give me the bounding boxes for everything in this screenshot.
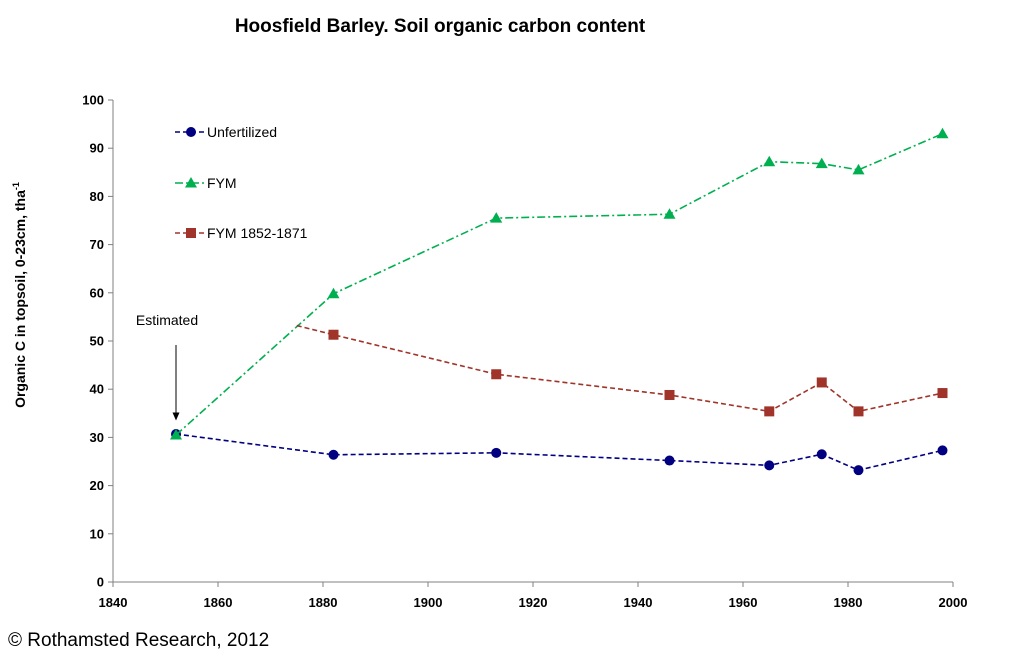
y-tick-label: 80 [90,189,104,204]
data-point-fym [170,428,182,440]
data-point-unfertilized [764,460,775,471]
x-tick-label: 1920 [519,595,548,610]
data-point-fym-1852-1871 [853,406,864,417]
y-tick-label: 90 [90,141,104,156]
y-tick-label: 20 [90,478,104,493]
copyright-text: © Rothamsted Research, 2012 [8,630,270,651]
series-line-fym [175,133,943,436]
data-point-fym-1852-1871 [764,406,775,417]
data-point-fym [327,287,340,299]
legend-marker-fym [185,177,197,188]
data-point-fym-1852-1871 [491,369,502,380]
data-point-unfertilized [664,455,675,466]
data-point-fym-1852-1871 [664,389,675,400]
y-tick-label: 10 [90,526,104,541]
series-line-fym-1852-1871 [296,324,943,413]
annotations: Estimated [136,312,198,421]
data-point-fym [815,157,828,169]
series-fym [170,127,949,440]
plot-area [170,127,949,476]
data-point-fym [936,127,949,139]
data-point-unfertilized [937,445,948,456]
series-line-unfertilized [175,433,943,472]
x-tick-label: 2000 [939,595,968,610]
y-tick-label: 40 [90,382,104,397]
legend: Unfertilized FYM FYM 1852-1871 [175,124,308,241]
data-point-unfertilized [853,465,864,476]
data-point-fym [663,208,676,219]
x-tick-label: 1960 [729,595,758,610]
x-tick-label: 1840 [99,595,128,610]
axes: 0 10 20 30 40 50 60 70 80 90 100 1840 1860 1880 1900 19… [82,93,967,611]
chart-title: Hoosfield Barley. Soil organic carbon co… [235,16,646,37]
data-point-unfertilized [328,449,339,460]
x-tick-label: 1980 [834,595,863,610]
legend-label-fym-1852-1871: FYM 1852-1871 [207,225,308,241]
x-tick-label: 1900 [414,595,443,610]
annotation-label: Estimated [136,312,198,328]
legend-marker-unfertilized [186,127,196,137]
data-point-fym-1852-1871 [328,329,339,340]
y-axis-label: Organic C in topsoil, 0-23cm, tha-1 [11,182,28,408]
series-unfertilized [171,429,948,476]
legend-label-unfertilized: Unfertilized [207,124,277,140]
x-tick-label: 1880 [309,595,338,610]
data-point-unfertilized [491,447,502,458]
y-tick-label: 70 [90,237,104,252]
x-tick-label: 1940 [624,595,653,610]
data-point-fym-1852-1871 [816,377,827,388]
y-axis-label-group: Organic C in topsoil, 0-23cm, tha-1 [11,182,28,408]
data-point-fym [490,212,503,223]
data-point-unfertilized [816,449,827,460]
y-tick-label: 100 [82,93,104,108]
y-tick-label: 60 [90,285,104,300]
legend-label-fym: FYM [207,175,237,191]
data-point-fym [763,155,776,167]
x-tick-label: 1860 [204,595,233,610]
annotation-arrow-head [172,412,180,421]
y-tick-label: 30 [90,430,104,445]
legend-marker-fym-1852-1871 [186,228,196,238]
y-tick-label: 0 [97,575,104,590]
series-fym-1852-1871 [296,324,948,417]
data-point-fym [852,163,865,175]
y-tick-label: 50 [90,334,104,349]
data-point-fym-1852-1871 [937,388,948,399]
